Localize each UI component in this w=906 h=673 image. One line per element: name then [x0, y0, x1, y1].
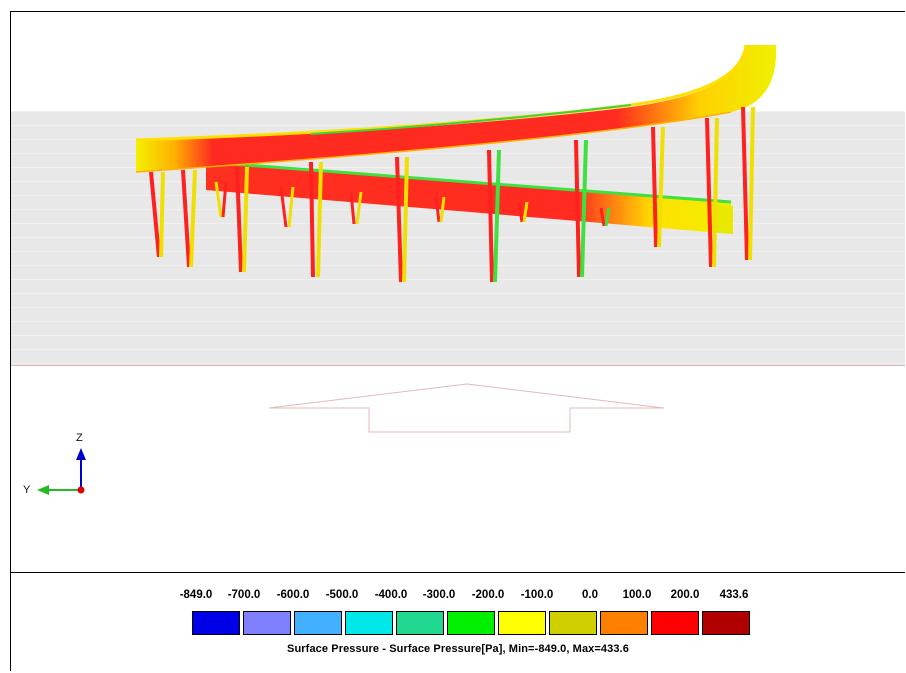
legend-value-row: -849.0 -700.0 -600.0 -500.0 -400.0 -300.… [176, 589, 776, 603]
legend-value: 200.0 [670, 589, 700, 601]
legend-value: 100.0 [622, 589, 652, 601]
legend-swatch [549, 611, 597, 635]
legend-divider [11, 572, 905, 573]
legend-swatch [243, 611, 291, 635]
legend-swatch [447, 611, 495, 635]
flow-direction-arrow [268, 383, 665, 433]
legend-swatch [651, 611, 699, 635]
legend-value: -700.0 [227, 589, 261, 601]
legend-value: 0.0 [582, 589, 598, 601]
legend-value: -100.0 [520, 589, 554, 601]
legend-swatch [498, 611, 546, 635]
upper-deck [135, 44, 777, 173]
front-piers [149, 106, 755, 283]
legend-value: -600.0 [276, 589, 310, 601]
legend-swatch [702, 611, 750, 635]
z-axis-label: Z [76, 432, 83, 444]
legend-swatch [600, 611, 648, 635]
legend-value: -400.0 [374, 589, 408, 601]
color-legend: -849.0 -700.0 -600.0 -500.0 -400.0 -300.… [11, 573, 905, 672]
legend-swatch [396, 611, 444, 635]
legend-value: -300.0 [422, 589, 456, 601]
legend-swatches [192, 611, 753, 635]
legend-value: -200.0 [471, 589, 505, 601]
viewer-frame: Z Y -849.0 -700.0 -600.0 -500.0 -400.0 -… [10, 11, 905, 671]
legend-value: -849.0 [179, 589, 213, 601]
3d-viewport[interactable]: Z Y [11, 12, 905, 572]
legend-value: 433.6 [719, 589, 749, 601]
legend-swatch [345, 611, 393, 635]
legend-swatch [294, 611, 342, 635]
back-piers [214, 181, 611, 228]
legend-value: -500.0 [325, 589, 359, 601]
ground-plane [11, 111, 905, 366]
y-axis-label: Y [23, 484, 31, 496]
axis-triad [37, 448, 86, 495]
legend-title: Surface Pressure - Surface Pressure[Pa],… [287, 643, 629, 655]
legend-swatch [192, 611, 240, 635]
bridge-model[interactable] [11, 12, 905, 572]
